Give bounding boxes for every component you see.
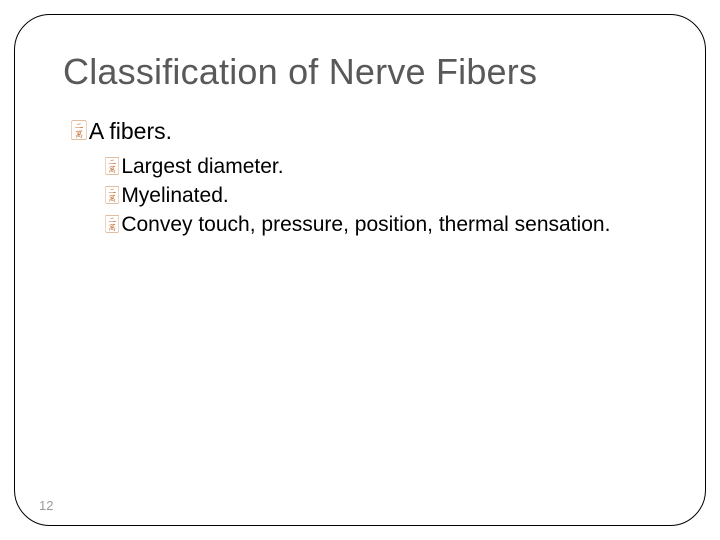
bullet-level2-item: 🀈 Largest diameter.	[105, 153, 657, 180]
bullet-text: Largest diameter.	[121, 153, 283, 180]
bullet-row: 🀈 A fibers.	[71, 117, 657, 147]
bullet-text: A fibers.	[89, 117, 172, 147]
slide-frame: Classification of Nerve Fibers 🀈 A fiber…	[14, 14, 706, 526]
bullet-icon: 🀈	[105, 153, 119, 177]
bullet-text: Convey touch, pressure, position, therma…	[121, 211, 610, 238]
bullet-icon: 🀈	[105, 182, 119, 206]
bullet-icon: 🀈	[105, 211, 119, 235]
bullet-level2-item: 🀈 Myelinated.	[105, 182, 657, 209]
bullet-level1-item: 🀈 A fibers. 🀈 Largest diameter. 🀈 Myelin…	[71, 117, 657, 239]
slide-number: 12	[39, 498, 53, 513]
bullet-level2-group: 🀈 Largest diameter. 🀈 Myelinated. 🀈 Conv…	[105, 153, 657, 239]
bullet-level2-item: 🀈 Convey touch, pressure, position, ther…	[105, 211, 657, 238]
slide-title: Classification of Nerve Fibers	[63, 51, 657, 93]
bullet-text: Myelinated.	[121, 182, 228, 209]
bullet-icon: 🀈	[71, 117, 87, 143]
